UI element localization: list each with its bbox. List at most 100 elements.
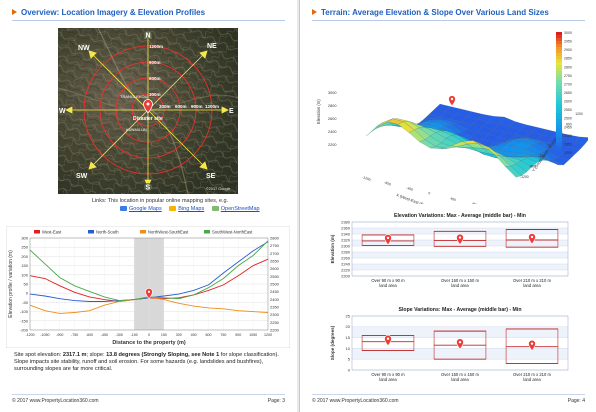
links-text: Links: This location in popular online m… [91,198,229,204]
legend-swatch [140,230,146,234]
svg-text:KUNMILUN: KUNMILUN [126,127,147,132]
openstreetmap-link[interactable]: OpenStreetMap [211,206,260,212]
colorbar-segment [556,35,562,39]
x-tick-label: -750 [71,333,78,337]
page-footer-left: © 2017 www.PropertyLocation360.com Page:… [12,394,285,404]
site-marker-icon [528,233,536,245]
x-tick-label: 150 [161,333,167,337]
y-tick-label: 5 [348,357,351,362]
category-label: Over 90 m x 90 m [371,278,405,283]
y2-tick-label: 2550 [270,274,280,279]
colorbar-segment [556,77,562,81]
colorbar-tick-label: 2300 [564,151,572,155]
x-tick-label: -600 [86,333,93,337]
colorbar-segment [556,74,562,78]
colorbar-segment [556,113,562,117]
satellite-map[interactable]: 300m 600m 900m 1200m 300m 600m 900m 1200… [58,28,238,194]
x-tick-label: -900 [56,333,63,337]
surface-colorbar: 3000 2950 2900 2850 2800 2750 2700 2650 2600 2550… [556,31,572,155]
marker-dot [147,290,151,293]
svg-text:600m: 600m [149,76,161,81]
colorbar-tick-label: 2950 [564,40,572,44]
y-tick-label: -800 [529,165,536,169]
x-tick-label: -1200 [362,175,372,182]
category-label: land area [379,377,397,382]
category-label: Over 210 m x 210 m [513,278,551,283]
colorbar-segment [556,41,562,45]
category-label: Over 90 m x 90 m [371,372,405,377]
site-marker-icon [456,338,464,350]
colorbar-segment [556,101,562,105]
legend-swatch [34,230,40,234]
colorbar-segment [556,47,562,51]
colorbar-segment [556,65,562,69]
z-axis-label: Elevation (m) [316,99,321,124]
page-gutter [297,0,299,412]
openstreetmap-icon [211,206,219,211]
colorbar-tick-label: 2700 [564,82,572,86]
x-tick-label: 0 [428,191,431,195]
compass-labels: N NE E SE S SW W NW [59,31,234,192]
y-tick-label: 10 [346,346,351,351]
legend-label: SouthWest-NorthEast [212,230,253,235]
colorbar-segment [556,137,562,141]
site-label: Disaster site [133,116,163,122]
site-marker-icon [528,339,536,352]
y-tick-label: 50 [24,282,29,287]
colorbar-segment [556,38,562,42]
y-tick-label: -50 [22,300,29,305]
colorbar-segment [556,110,562,114]
y2-tick-label: 2650 [270,259,280,264]
colorbar-segment [556,80,562,84]
footer-copyright: © 2017 www.PropertyLocation360.com [12,398,99,404]
y-tick-label: 1200 [575,112,583,116]
colorbar-segment [556,44,562,48]
grid-band [352,258,568,264]
x-tick-label: 600 [206,333,212,337]
y-tick-label: 2340 [341,231,351,236]
map-links: Google Maps Bing Maps OpenStreetMap [120,206,266,212]
category-label: land area [523,283,541,288]
footer-page-number: Page: 4 [567,398,585,404]
colorbar-segment [556,92,562,96]
y-tick-label: 2240 [341,261,351,266]
bing-maps-link[interactable]: Bing Maps [169,206,204,212]
y-tick-label: 150 [21,263,28,268]
y-tick-label: 0 [26,291,29,296]
colorbar-segment [556,134,562,138]
y-tick-label: 0 [548,144,550,148]
x-tick-label: 450 [191,333,197,337]
y-tick-label: 200 [21,254,28,259]
profile-axes: 300 250 200 150 100 50 0 -50 -100 -150 -200 2800 275… [20,236,280,338]
legend-swatch [88,230,94,234]
x-tick-label: -1200 [25,333,34,337]
x-tick-label: 0 [148,333,150,337]
marker-dot [530,235,534,239]
colorbar-tick-label: 2500 [564,117,572,121]
x-axis-label: X (West-East direction, m) [396,192,442,204]
svg-text:1200m: 1200m [205,104,219,109]
y2-tick-label: 2500 [270,282,280,287]
colorbar-tick-label: 2550 [564,108,572,112]
colorbar-segment [556,53,562,57]
y-tick-label: 2260 [341,255,351,260]
google-maps-icon [120,206,127,211]
site-marker-icon[interactable] [143,99,153,114]
colorbar-segment [556,125,562,129]
ring-labels: 300m 600m 900m 1200m 300m 600m 900m 1200… [149,44,219,109]
grid-band [352,270,568,276]
y2-tick-label: 2250 [270,320,280,325]
y-tick-label: 0 [348,367,351,372]
marker-dot [386,236,390,240]
svg-text:SW: SW [76,173,88,180]
google-maps-link[interactable]: Google Maps [120,206,162,212]
y-tick-label: -150 [20,318,29,323]
profile-x-label: Distance to the property (m) [112,340,186,346]
footer-copyright: © 2017 www.PropertyLocation360.com [312,398,399,404]
x-tick-label: -800 [384,180,392,186]
section-title-terrain: Terrain: Average Elevation & Slope Over … [312,8,549,17]
y-tick-label: 2300 [341,243,351,248]
x-tick-label: 300 [176,333,182,337]
svg-text:300m: 300m [159,104,171,109]
category-label: land area [379,283,397,288]
